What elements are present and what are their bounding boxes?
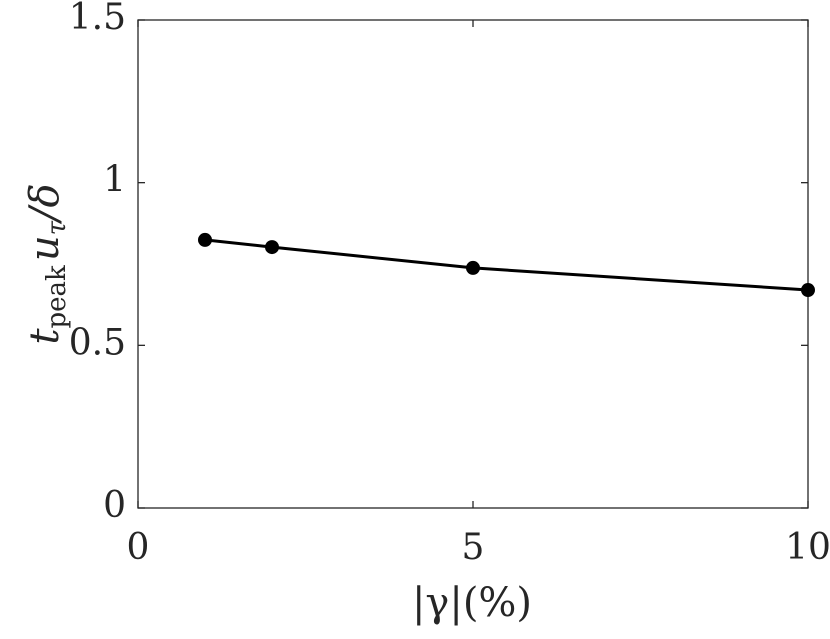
x-tick-label: 5: [462, 527, 485, 568]
marker: [801, 283, 815, 298]
y-tick-label: 1: [103, 160, 126, 201]
y-label-part: peak: [42, 265, 72, 329]
y-tick-label: 1.5: [69, 0, 126, 38]
marker: [198, 232, 212, 247]
y-axis-label: tpeak uτ/δ: [22, 183, 72, 344]
y-tick-label: 0.5: [69, 322, 126, 363]
y-label-part: τ: [42, 220, 72, 235]
marker: [466, 260, 480, 275]
marker: [265, 240, 279, 255]
y-tick-label: 0: [103, 485, 126, 526]
y-label-part: t: [22, 328, 68, 345]
x-tick-label: 0: [127, 527, 150, 568]
x-axis-label: |γ|(%): [412, 580, 532, 626]
x-tick-label: 10: [785, 527, 830, 568]
y-label-part: /δ: [22, 183, 68, 225]
series-line: [204, 238, 809, 292]
y-label-part: u: [22, 235, 68, 261]
